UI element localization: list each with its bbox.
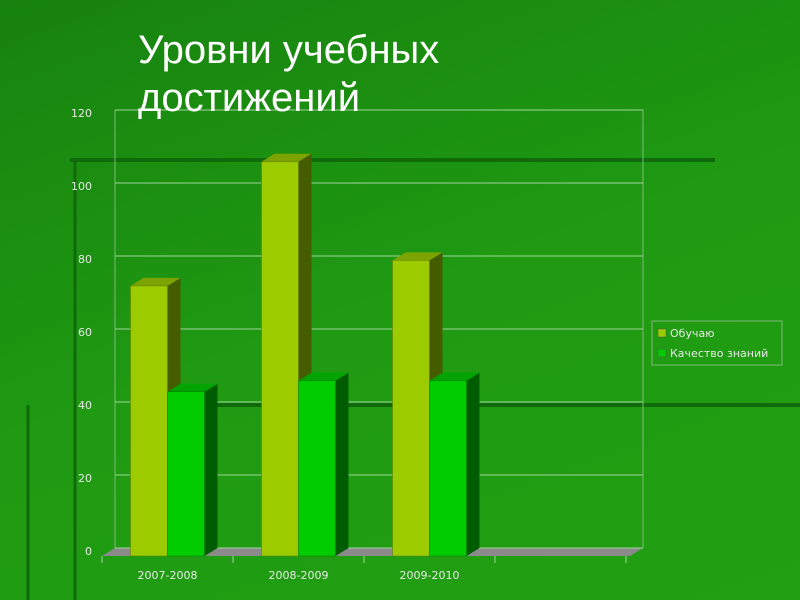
- bar-front: [167, 391, 205, 557]
- x-tick-label: 2007-2008: [138, 569, 198, 582]
- y-tick-label: 0: [85, 545, 92, 558]
- bar-top: [261, 153, 312, 162]
- bar-top: [298, 372, 349, 381]
- floor: [102, 548, 643, 556]
- bar-front: [429, 380, 467, 557]
- bar-front: [298, 380, 336, 557]
- bar: [429, 372, 480, 557]
- legend-swatch: [657, 328, 667, 338]
- y-tick-label: 100: [71, 180, 92, 193]
- bar: [298, 372, 349, 557]
- bar-top: [167, 383, 218, 392]
- legend-swatch: [657, 348, 667, 358]
- bar-side: [466, 372, 480, 556]
- bar-side: [335, 372, 349, 556]
- y-tick-label: 20: [78, 472, 92, 485]
- chart-title: Уровни учебных достижений: [138, 28, 440, 120]
- legend-label: Качество знаний: [670, 347, 768, 360]
- bar-front: [261, 161, 299, 557]
- bar: [167, 383, 218, 557]
- legend-box: [651, 320, 783, 366]
- y-tick-label: 120: [71, 107, 92, 120]
- y-tick-label: 60: [78, 326, 92, 339]
- bar-top: [392, 252, 443, 261]
- x-tick-label: 2008-2009: [269, 569, 329, 582]
- y-tick-label: 40: [78, 399, 92, 412]
- legend-label: Обучаю: [670, 327, 714, 340]
- bar-top: [429, 372, 480, 381]
- x-tick-label: 2009-2010: [400, 569, 460, 582]
- bar-front: [130, 285, 168, 557]
- y-tick-label: 80: [78, 253, 92, 266]
- bar-top: [130, 277, 181, 286]
- bar-side: [204, 383, 218, 556]
- bar-front: [392, 260, 430, 557]
